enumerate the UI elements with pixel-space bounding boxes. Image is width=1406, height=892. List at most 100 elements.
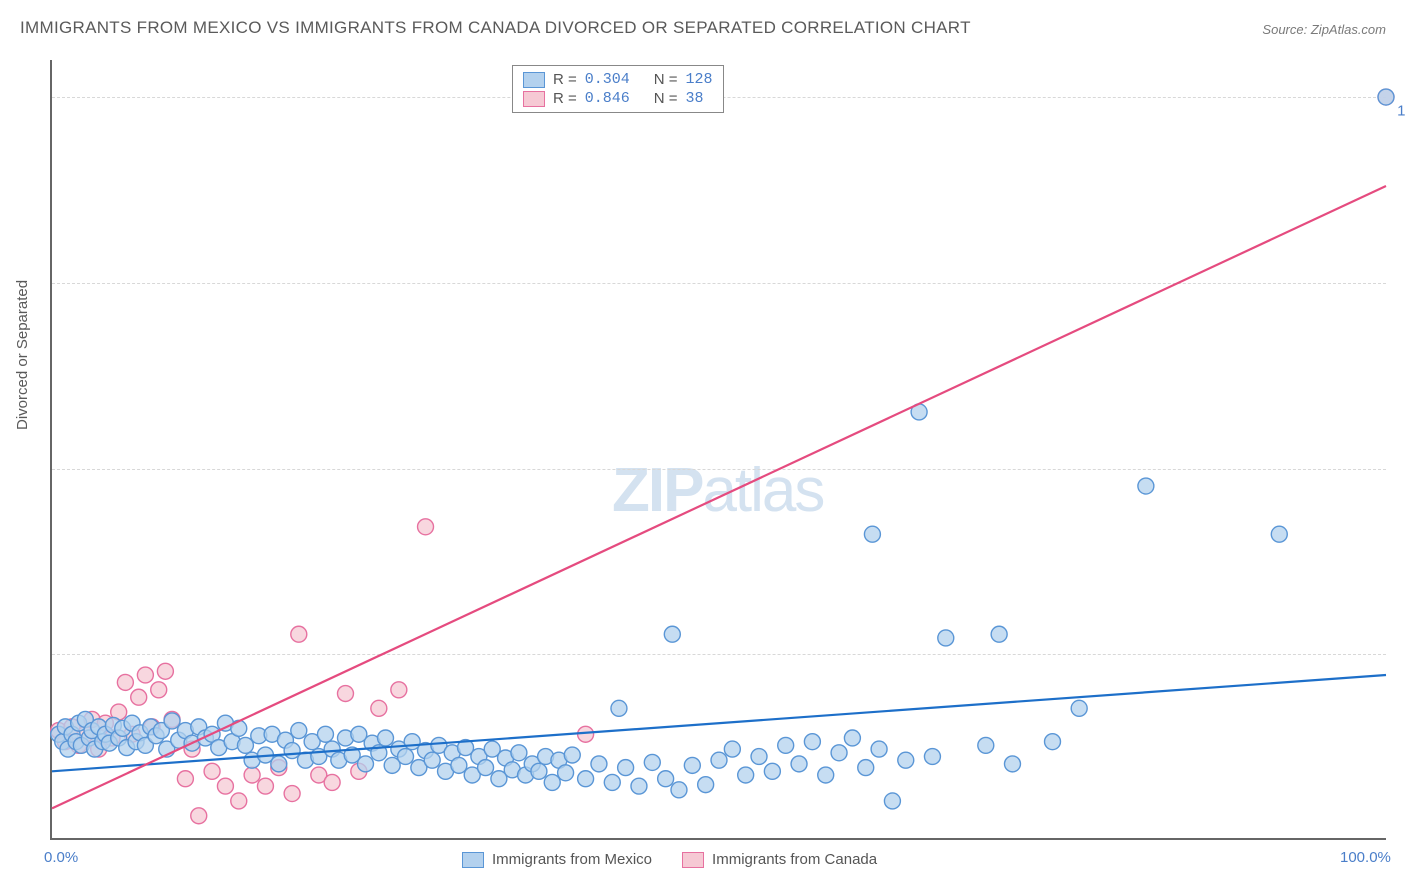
data-point — [217, 778, 233, 794]
trend-layer — [52, 186, 1386, 808]
legend-bottom-swatch-0 — [462, 852, 484, 868]
data-point — [684, 757, 700, 773]
data-point — [558, 765, 574, 781]
data-point — [724, 741, 740, 757]
data-point — [1071, 700, 1087, 716]
data-point — [391, 682, 407, 698]
data-point — [591, 756, 607, 772]
data-point — [1271, 526, 1287, 542]
data-point — [864, 526, 880, 542]
legend-bottom-swatch-1 — [682, 852, 704, 868]
data-point — [231, 793, 247, 809]
data-point — [324, 774, 340, 790]
data-point — [831, 745, 847, 761]
legend-r-label-1: R = — [553, 90, 577, 107]
data-point — [284, 786, 300, 802]
data-point — [371, 700, 387, 716]
data-point — [317, 726, 333, 742]
data-point — [1004, 756, 1020, 772]
data-point — [978, 737, 994, 753]
data-point — [764, 763, 780, 779]
legend-r-value-0: 0.304 — [585, 71, 630, 88]
legend-top-row-1: R = 0.846 N = 38 — [523, 89, 713, 108]
data-point — [924, 749, 940, 765]
data-point — [284, 743, 300, 759]
data-point — [858, 760, 874, 776]
data-point — [451, 757, 467, 773]
data-point — [424, 752, 440, 768]
data-point — [378, 730, 394, 746]
data-point — [604, 774, 620, 790]
data-point — [898, 752, 914, 768]
legend-r-label-0: R = — [553, 71, 577, 88]
data-point — [358, 756, 374, 772]
x-tick-label: 0.0% — [44, 849, 78, 866]
y-tick-label: 100.0% — [1397, 103, 1406, 120]
data-point — [631, 778, 647, 794]
scatter-layer — [51, 89, 1394, 824]
data-point — [544, 774, 560, 790]
legend-swatch-0 — [523, 72, 545, 88]
data-point — [1378, 89, 1394, 105]
data-point — [531, 763, 547, 779]
legend-bottom-item-1: Immigrants from Canada — [682, 851, 877, 868]
data-point — [137, 667, 153, 683]
data-point — [117, 674, 133, 690]
legend-n-value-0: 128 — [686, 71, 713, 88]
data-point — [791, 756, 807, 772]
legend-bottom: Immigrants from Mexico Immigrants from C… — [462, 851, 877, 868]
data-point — [291, 723, 307, 739]
data-point — [237, 737, 253, 753]
data-point — [418, 519, 434, 535]
legend-top-row-0: R = 0.304 N = 128 — [523, 70, 713, 89]
data-point — [658, 771, 674, 787]
data-point — [871, 741, 887, 757]
data-point — [177, 771, 193, 787]
data-point — [844, 730, 860, 746]
data-point — [671, 782, 687, 798]
data-point — [778, 737, 794, 753]
data-point — [611, 700, 627, 716]
data-point — [644, 754, 660, 770]
legend-n-label-0: N = — [654, 71, 678, 88]
data-point — [564, 747, 580, 763]
data-point — [938, 630, 954, 646]
legend-bottom-item-0: Immigrants from Mexico — [462, 851, 652, 868]
data-point — [157, 663, 173, 679]
data-point — [578, 771, 594, 787]
data-point — [244, 767, 260, 783]
legend-r-value-1: 0.846 — [585, 90, 630, 107]
data-point — [804, 734, 820, 750]
y-axis-label: Divorced or Separated — [14, 280, 31, 430]
data-point — [1138, 478, 1154, 494]
data-point — [271, 756, 287, 772]
data-point — [991, 626, 1007, 642]
data-point — [618, 760, 634, 776]
data-point — [478, 760, 494, 776]
chart-title: IMMIGRANTS FROM MEXICO VS IMMIGRANTS FRO… — [20, 18, 971, 38]
data-point — [751, 749, 767, 765]
data-point — [131, 689, 147, 705]
plot-area: ZIPatlas R = 0.304 N = 128 R = 0.846 N =… — [50, 60, 1386, 840]
data-point — [291, 626, 307, 642]
legend-swatch-1 — [523, 91, 545, 107]
legend-bottom-label-1: Immigrants from Canada — [712, 851, 877, 868]
data-point — [398, 749, 414, 765]
data-point — [664, 626, 680, 642]
data-point — [738, 767, 754, 783]
data-point — [257, 778, 273, 794]
data-point — [511, 745, 527, 761]
x-tick-label: 100.0% — [1340, 849, 1391, 866]
data-point — [884, 793, 900, 809]
data-point — [818, 767, 834, 783]
data-point — [164, 713, 180, 729]
source-attribution: Source: ZipAtlas.com — [1262, 22, 1386, 37]
data-point — [1045, 734, 1061, 750]
data-point — [698, 777, 714, 793]
chart-svg — [52, 60, 1386, 838]
trend-line — [52, 186, 1386, 808]
data-point — [191, 808, 207, 824]
source-value: ZipAtlas.com — [1311, 22, 1386, 37]
legend-bottom-label-0: Immigrants from Mexico — [492, 851, 652, 868]
data-point — [711, 752, 727, 768]
